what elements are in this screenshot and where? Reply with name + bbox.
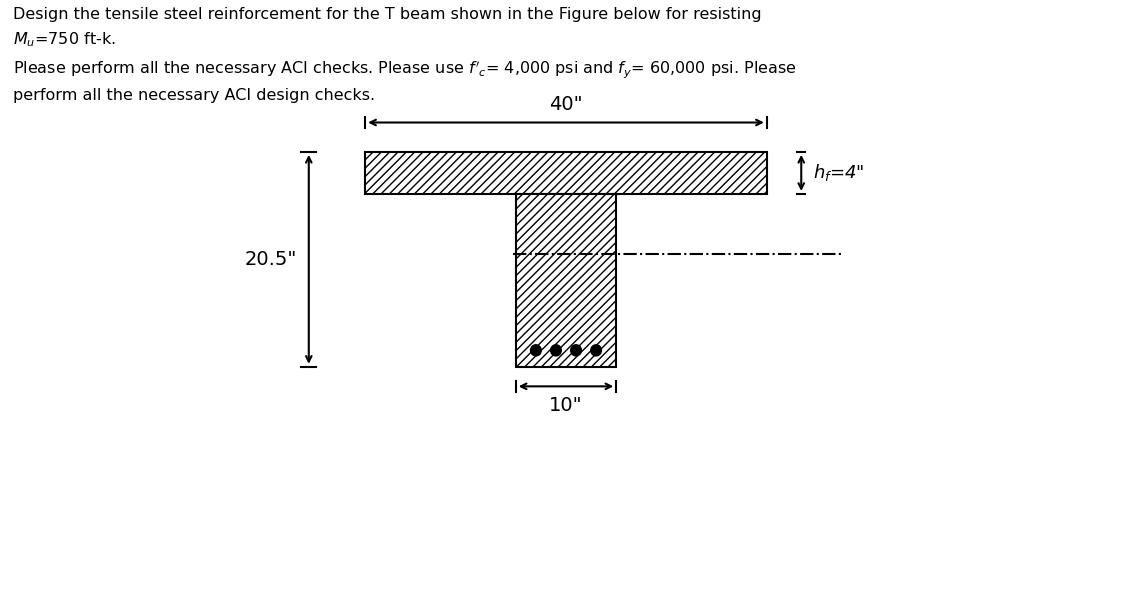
Bar [366, 152, 766, 194]
Circle shape [550, 345, 561, 356]
Circle shape [591, 345, 601, 356]
Circle shape [571, 345, 582, 356]
Text: Design the tensile steel reinforcement for the T beam shown in the Figure below : Design the tensile steel reinforcement f… [12, 7, 796, 102]
Text: $h_f$=4": $h_f$=4" [813, 162, 864, 184]
Circle shape [531, 345, 541, 356]
Bar [516, 194, 616, 366]
Text: 20.5": 20.5" [246, 250, 298, 269]
Text: 40": 40" [549, 95, 583, 114]
Text: 10": 10" [549, 396, 583, 415]
